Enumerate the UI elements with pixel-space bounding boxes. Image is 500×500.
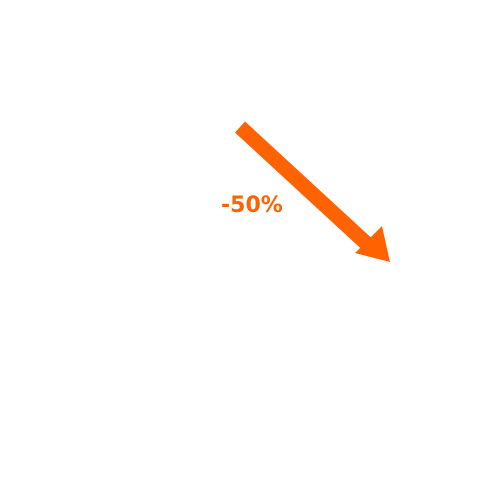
percent-change-label: -50% — [221, 193, 283, 218]
arrow-shaft — [234, 121, 373, 250]
arrow-head — [355, 226, 390, 262]
